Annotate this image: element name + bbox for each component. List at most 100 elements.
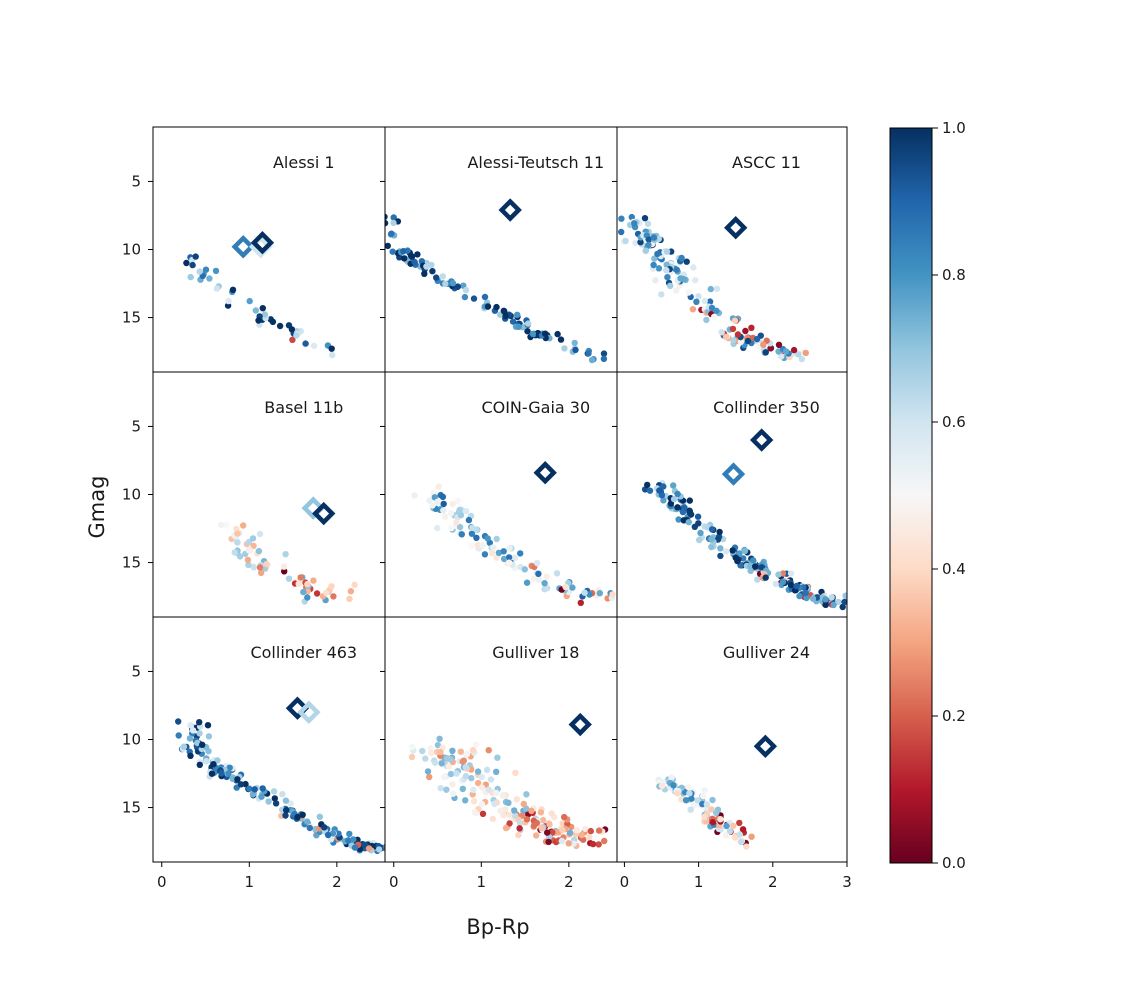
scatter-point [474, 768, 482, 775]
scatter-point [263, 560, 270, 568]
scatter-point [324, 831, 332, 839]
colorbar-tick-label: 0.8 [942, 266, 966, 284]
scatter-point [365, 845, 373, 852]
scatter-point [335, 830, 342, 837]
scatter-point [478, 773, 485, 781]
scatter-point [468, 542, 475, 550]
highlight-star-marker [312, 501, 336, 526]
scatter-point [692, 277, 699, 284]
scatter-point [650, 261, 657, 269]
scatter-point [569, 584, 576, 591]
scatter-point [775, 571, 782, 578]
scatter-point [750, 557, 757, 564]
scatter-point [447, 756, 454, 763]
scatter-point [779, 578, 787, 586]
highlight-star-marker [498, 198, 522, 222]
scatter-point [802, 349, 809, 357]
scatter-points [411, 461, 616, 606]
scatter-point [699, 792, 707, 800]
scatter-point [708, 535, 715, 543]
scatter-point [678, 254, 685, 262]
scatter-point [505, 559, 513, 566]
highlight-star-marker [301, 496, 325, 520]
scatter-point [729, 547, 736, 554]
scatter-point [443, 786, 450, 793]
scatter-point [708, 543, 715, 551]
scatter-point [462, 508, 470, 515]
scatter-point [674, 490, 681, 498]
scatter-point [740, 555, 747, 562]
panel: Collinder 463 [152, 616, 386, 863]
scatter-point [796, 592, 803, 600]
scatter-point [490, 544, 497, 551]
scatter-point [240, 522, 247, 529]
scatter-point [535, 570, 542, 577]
scatter-point [449, 280, 457, 287]
scatter-point [609, 591, 616, 598]
scatter-point [664, 274, 671, 281]
scatter-point [588, 356, 596, 364]
colorbar-tick-label: 0.6 [942, 413, 966, 431]
scatter-point [515, 323, 522, 330]
scatter-point [644, 220, 652, 227]
x-tick-label: 2 [564, 873, 574, 891]
scatter-point [670, 495, 678, 503]
scatter-point [439, 273, 446, 280]
scatter-point [187, 722, 194, 729]
scatter-point [229, 775, 236, 783]
scatter-point [500, 791, 507, 799]
scatter-point [511, 807, 518, 814]
scatter-point [667, 282, 674, 289]
panel: COIN-Gaia 30 [384, 371, 618, 618]
scatter-point [411, 258, 418, 266]
scatter-point [203, 758, 210, 765]
scatter-point [709, 796, 716, 804]
scatter-point [229, 286, 237, 293]
scatter-point [297, 574, 304, 581]
scatter-point [524, 328, 531, 335]
scatter-point [642, 247, 650, 254]
scatter-point [668, 774, 675, 781]
scatter-point [679, 508, 687, 516]
scatter-point [686, 790, 693, 797]
scatter-point [447, 770, 455, 778]
scatter-point [531, 822, 538, 829]
scatter-point [377, 218, 383, 224]
scatter-point [793, 582, 800, 590]
scatter-point [713, 307, 720, 314]
scatter-point [422, 755, 429, 762]
scatter-point [493, 535, 500, 543]
scatter-point [470, 786, 477, 793]
scatter-point [304, 580, 311, 588]
scatter-point [497, 807, 504, 815]
scatter-point [465, 516, 473, 524]
scatter-point [739, 826, 747, 833]
scatter-point [595, 214, 601, 220]
scatter-point [741, 547, 749, 555]
x-tick-label: 0 [389, 873, 399, 891]
scatter-point [502, 806, 509, 813]
scatter-point [545, 838, 552, 846]
scatter-point [586, 591, 593, 598]
scatter-point [484, 303, 492, 310]
scatter-point [686, 497, 693, 504]
scatter-point [280, 563, 288, 570]
highlight-star-marker [533, 461, 557, 485]
scatter-point [304, 818, 311, 825]
scatter-point [306, 824, 313, 832]
colorbar-ticks: 0.0 0.2 0.4 0.6 0.8 1.0 [932, 119, 966, 872]
scatter-point [237, 781, 245, 788]
scatter-point [385, 219, 389, 227]
scatter-point [610, 213, 616, 219]
scatter-point [736, 819, 743, 827]
scatter-point [256, 564, 264, 571]
scatter-point [517, 550, 524, 557]
scatter-point [423, 263, 430, 270]
scatter-point [329, 351, 336, 359]
scatter-point [529, 330, 537, 337]
scatter-point [688, 795, 695, 802]
scatter-point [470, 798, 478, 805]
highlight-star-marker [231, 235, 255, 259]
scatter-point [701, 787, 708, 794]
scatter-point [468, 774, 475, 782]
